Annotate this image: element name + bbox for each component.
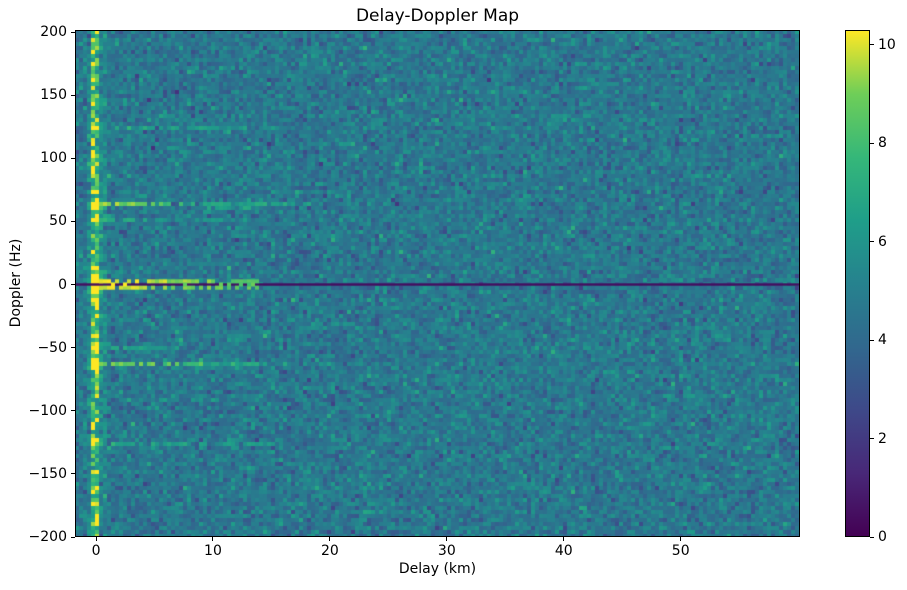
colorbar-tick-label: 8 xyxy=(878,135,887,152)
x-tick-mark xyxy=(329,537,331,541)
y-tick-mark xyxy=(71,220,75,222)
colorbar-tick-label: 4 xyxy=(878,332,887,349)
x-tick-label: 20 xyxy=(320,543,339,559)
colorbar-tick-mark xyxy=(870,142,874,144)
x-tick-label: 10 xyxy=(204,543,222,559)
y-tick-label: 100 xyxy=(40,150,67,167)
y-tick-mark xyxy=(71,347,75,349)
y-tick-mark xyxy=(71,410,75,412)
colorbar-tick-mark xyxy=(870,44,874,46)
x-tick-label: 50 xyxy=(671,543,690,559)
colorbar-tick-mark xyxy=(870,241,874,243)
y-tick-label: −100 xyxy=(28,402,67,419)
x-tick-label: 40 xyxy=(554,543,573,559)
y-tick-mark xyxy=(71,157,75,159)
x-tick-mark xyxy=(563,537,565,541)
y-tick-label: 200 xyxy=(40,24,67,41)
x-tick-label: 0 xyxy=(91,543,101,559)
x-tick-mark xyxy=(446,537,448,541)
chart-title: Delay-Doppler Map xyxy=(355,6,520,26)
x-axis-label: Delay (km) xyxy=(398,561,477,577)
y-tick-label: 50 xyxy=(49,213,67,230)
colorbar-tick-label: 0 xyxy=(878,529,887,545)
y-tick-mark xyxy=(71,31,75,33)
y-tick-mark xyxy=(71,284,75,285)
colorbar-gradient xyxy=(846,31,869,536)
x-tick-mark xyxy=(212,537,214,541)
colorbar xyxy=(845,30,870,537)
heatmap-canvas xyxy=(75,30,800,537)
y-tick-label: −50 xyxy=(37,339,67,356)
y-tick-mark xyxy=(71,536,75,538)
x-tick-mark xyxy=(95,537,97,541)
y-tick-label: 150 xyxy=(40,87,67,104)
colorbar-tick-label: 2 xyxy=(878,430,887,447)
x-tick-mark xyxy=(680,537,682,541)
y-tick-mark xyxy=(71,473,75,475)
y-tick-label: −200 xyxy=(28,529,67,545)
colorbar-tick-mark xyxy=(870,438,874,440)
y-tick-mark xyxy=(71,94,75,96)
colorbar-tick-label: 6 xyxy=(878,233,887,250)
colorbar-tick-mark xyxy=(870,339,874,341)
colorbar-tick-label: 10 xyxy=(878,36,896,53)
y-tick-label: 0 xyxy=(58,276,67,293)
colorbar-tick-mark xyxy=(870,536,874,538)
x-tick-label: 30 xyxy=(437,543,456,559)
y-tick-label: −150 xyxy=(28,465,67,482)
